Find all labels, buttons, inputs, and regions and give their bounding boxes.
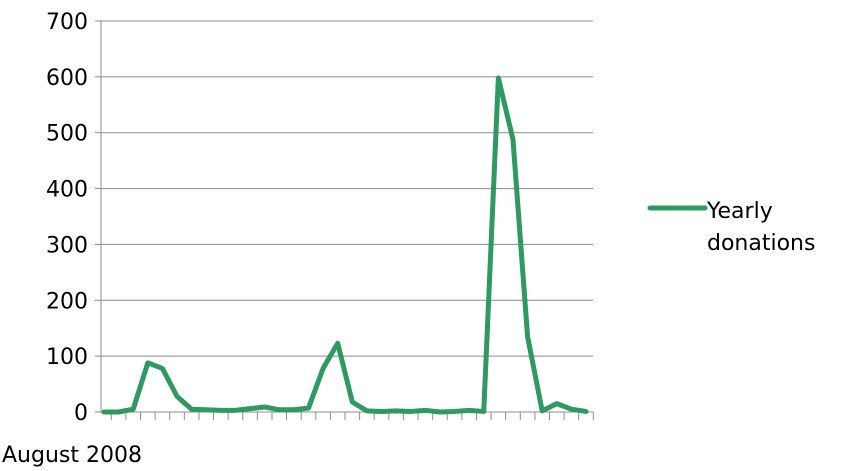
data-point [277, 407, 282, 412]
data-point [394, 408, 399, 413]
y-tick-label: 600 [46, 66, 88, 91]
data-point [116, 410, 121, 415]
axes [95, 20, 594, 420]
y-tick-label: 300 [46, 233, 88, 258]
gridlines [101, 20, 593, 357]
data-point [496, 75, 501, 80]
y-tick-label: 400 [46, 178, 88, 203]
data-point [364, 408, 369, 413]
data-point [131, 407, 136, 412]
data-point [189, 407, 194, 412]
tick-labels: 0 100 200 300 400 500 600 700 August 2008 [2, 10, 142, 468]
data-point [321, 366, 326, 371]
data-point [160, 366, 165, 371]
data-point [175, 394, 180, 399]
legend-label: Yearly donations [706, 199, 815, 256]
data-point [467, 408, 472, 413]
data-point [452, 409, 457, 414]
data-point [510, 137, 515, 142]
data-point [248, 406, 253, 411]
data-point [554, 401, 559, 406]
data-point [145, 360, 150, 365]
series-line [101, 75, 589, 415]
data-point [335, 341, 340, 346]
data-point [204, 407, 209, 412]
data-point [437, 410, 442, 415]
legend: Yearly donations [647, 199, 815, 256]
data-point [569, 407, 574, 412]
legend-label-line: Yearly [706, 199, 773, 224]
data-point [262, 404, 267, 409]
data-point [306, 406, 311, 411]
data-point [291, 407, 296, 412]
data-point [540, 408, 545, 413]
data-point [379, 409, 384, 414]
data-point [423, 408, 428, 413]
data-point [218, 408, 223, 413]
legend-label-line: donations [707, 231, 815, 256]
data-point [584, 409, 589, 414]
data-point [233, 408, 238, 413]
x-tick-label: August 2008 [2, 443, 142, 468]
data-point [350, 399, 355, 404]
y-tick-label: 100 [46, 345, 88, 370]
data-point [408, 409, 413, 414]
data-point [102, 410, 107, 415]
y-tick-label: 0 [74, 401, 88, 426]
series-layer [101, 75, 589, 415]
data-point [481, 409, 486, 414]
y-tick-label: 700 [46, 10, 88, 35]
data-point [525, 334, 530, 339]
y-tick-label: 200 [46, 289, 88, 314]
y-tick-label: 500 [46, 122, 88, 147]
